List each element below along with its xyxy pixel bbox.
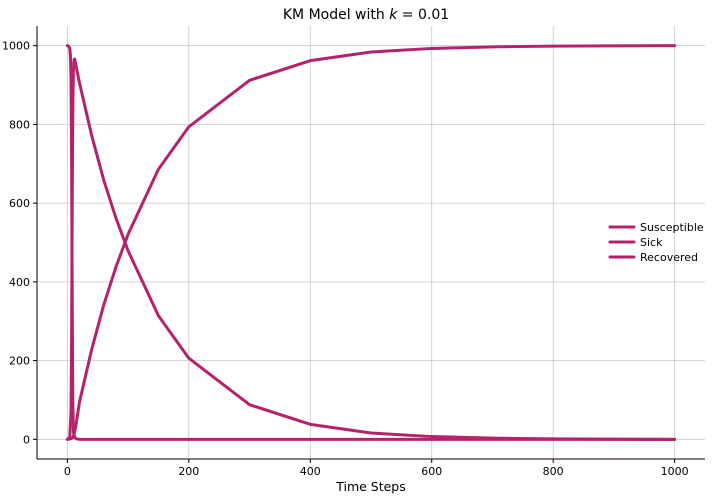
chart-title: KM Model with k = 0.01 [283, 7, 449, 23]
x-tick-label: 800 [543, 465, 564, 478]
series-line-recovered [65, 44, 677, 441]
x-tick-label: 200 [178, 465, 199, 478]
grid [37, 26, 705, 459]
legend-label-recovered: Recovered [640, 251, 698, 264]
x-tick-label: 0 [64, 465, 71, 478]
x-tick-label: 600 [421, 465, 442, 478]
series-line-susceptible [65, 44, 677, 441]
series-lines [65, 44, 677, 441]
y-tick-label: 800 [9, 118, 30, 131]
y-tick-label: 0 [23, 433, 30, 446]
legend-label-sick: Sick [640, 236, 663, 249]
legend: Susceptible Sick Recovered [608, 221, 704, 264]
axes [36, 26, 705, 460]
x-axis-label: Time Steps [335, 479, 406, 494]
ticks: 0 200 400 600 800 1000 0 200 400 600 800 1000 [2, 40, 689, 478]
y-tick-label: 1000 [2, 40, 30, 53]
legend-label-susceptible: Susceptible [640, 221, 704, 234]
y-tick-label: 600 [9, 197, 30, 210]
x-tick-label: 400 [300, 465, 321, 478]
series-line-sick [65, 57, 677, 441]
y-tick-label: 400 [9, 276, 30, 289]
x-tick-label: 1000 [661, 465, 689, 478]
y-tick-label: 200 [9, 355, 30, 368]
